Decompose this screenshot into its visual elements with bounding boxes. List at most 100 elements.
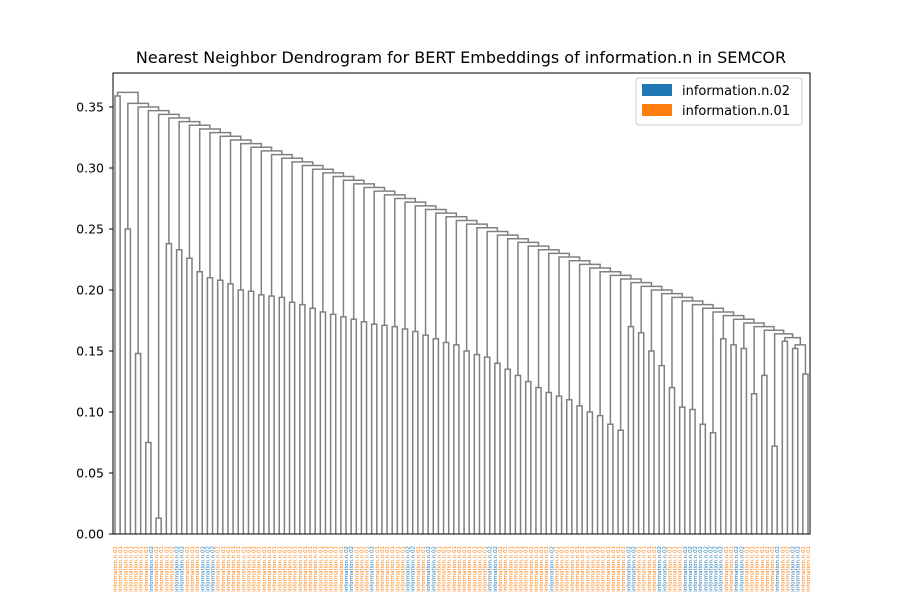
dendrogram-link [750, 392, 758, 534]
dendrogram-link [791, 347, 799, 534]
y-tick-label: 0.25 [76, 222, 104, 237]
leaf-label: information.n.01 [216, 546, 222, 592]
dendrogram-link [514, 374, 522, 534]
leaf-label: information.n.01 [580, 546, 586, 592]
legend-label-information-n-01: information.n.01 [682, 104, 790, 119]
dendrogram-link [802, 373, 809, 534]
dendrogram-link [340, 316, 347, 534]
dendrogram-link [360, 320, 368, 534]
leaf-label: information.n.02 [775, 546, 781, 592]
legend: information.n.02 information.n.01 [635, 77, 803, 126]
dendrogram-link [391, 325, 399, 534]
dendrogram-link [771, 445, 778, 534]
leaf-label: information.n.01 [539, 546, 545, 592]
dendrogram-link [247, 290, 255, 534]
dendrogram-link [596, 414, 604, 534]
leaf-label: information.n.01 [508, 546, 514, 592]
leaf-label: information.n.02 [683, 546, 689, 592]
leaf-label: information.n.01 [339, 546, 345, 592]
dendrogram-link [504, 368, 512, 534]
dendrogram-link [319, 311, 327, 534]
dendrogram-link [381, 324, 388, 534]
dendrogram-link [689, 408, 696, 534]
leaf-label: information.n.01 [652, 546, 658, 592]
leaf-label: information.n.01 [164, 546, 170, 592]
dendrogram-link [627, 325, 635, 534]
leaf-label: information.n.01 [667, 546, 673, 592]
leaf-label: information.n.01 [565, 546, 571, 592]
dendrogram-link [524, 380, 532, 534]
leaf-label: information.n.01 [395, 546, 401, 592]
plot-frame [112, 72, 811, 535]
leaf-label: information.n.01 [293, 546, 299, 592]
y-tick-label: 0.05 [76, 466, 104, 481]
leaf-label: information.n.01 [806, 546, 812, 592]
leaf-label: information.n.02 [406, 546, 412, 592]
dendrogram-link [155, 517, 162, 534]
legend-box [635, 77, 803, 126]
leaf-label: information.n.01 [544, 546, 550, 592]
leaf-label: information.n.01 [118, 546, 124, 592]
dendrogram-link [432, 338, 440, 534]
leaf-label: information.n.01 [185, 546, 191, 592]
dendrogram-link [761, 374, 768, 534]
leaf-label: information.n.01 [226, 546, 232, 592]
leaf-label: information.n.02 [426, 546, 432, 592]
dendrogram-link [668, 386, 676, 534]
dendrogram-link [329, 313, 337, 534]
leaf-label: information.n.01 [390, 546, 396, 592]
leaf-label: information.n.01 [513, 546, 519, 592]
leaf-label: information.n.01 [780, 546, 786, 592]
leaf-label: information.n.01 [329, 546, 335, 592]
leaf-label: information.n.01 [570, 546, 576, 592]
dendrogram-link [494, 362, 501, 534]
leaf-label: information.n.01 [770, 546, 776, 592]
leaf-label: information.n.02 [693, 546, 699, 592]
leaf-label: information.n.02 [698, 546, 704, 592]
dendrogram-link [555, 395, 563, 534]
dendrogram-link [268, 295, 275, 534]
dendrogram-link [740, 347, 748, 534]
dendrogram-link [124, 228, 132, 534]
leaf-label: information.n.02 [739, 546, 745, 592]
leaf-label: information.n.02 [370, 546, 376, 592]
leaf-label: information.n.01 [380, 546, 386, 592]
leaf-label: information.n.02 [200, 546, 206, 592]
y-axis: 0.00 0.05 0.10 0.15 0.20 0.25 0.30 0.35 [76, 100, 113, 542]
leaf-label: information.n.01 [724, 546, 730, 592]
leaf-label: information.n.01 [483, 546, 489, 592]
leaf-label: information.n.01 [785, 546, 791, 592]
leaf-label: information.n.02 [688, 546, 694, 592]
leaf-label: information.n.01 [221, 546, 227, 592]
leaf-label: information.n.01 [601, 546, 607, 592]
leaf-label: information.n.01 [606, 546, 612, 592]
dendrogram-link [586, 411, 594, 534]
leaf-label: information.n.01 [134, 546, 140, 592]
leaf-label: information.n.01 [288, 546, 294, 592]
leaf-label: information.n.02 [703, 546, 709, 592]
leaf-label: information.n.01 [467, 546, 473, 592]
leaf-label: information.n.02 [657, 546, 663, 592]
leaf-label: information.n.01 [642, 546, 648, 592]
leaf-label: information.n.02 [349, 546, 355, 592]
leaf-label: information.n.01 [359, 546, 365, 592]
leaf-label: information.n.02 [205, 546, 211, 592]
leaf-label: information.n.01 [472, 546, 478, 592]
leaf-label: information.n.02 [631, 546, 637, 592]
leaf-label: information.n.01 [190, 546, 196, 592]
leaf-label: information.n.02 [493, 546, 499, 592]
leaf-label: information.n.01 [277, 546, 283, 592]
dendrogram-link [175, 248, 183, 534]
leaf-label: information.n.02 [149, 546, 155, 592]
leaf-label: information.n.01 [590, 546, 596, 592]
leaf-label: information.n.01 [241, 546, 247, 592]
dendrogram-links [114, 91, 809, 534]
dendrogram-link [483, 356, 491, 534]
leaf-label: information.n.01 [452, 546, 458, 592]
leaf-label: information.n.01 [673, 546, 679, 592]
leaf-label: information.n.01 [801, 546, 807, 592]
y-tick-label: 0.10 [76, 405, 104, 420]
leaf-label: information.n.01 [231, 546, 237, 592]
dendrogram-link [422, 334, 429, 534]
